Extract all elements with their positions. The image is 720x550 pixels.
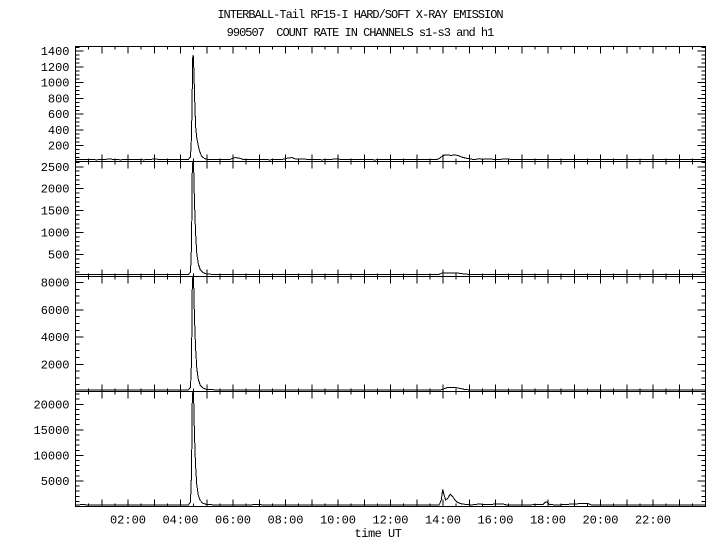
y-tick-label: 5000 — [41, 475, 70, 489]
y-tick-label: 2500 — [41, 161, 70, 175]
trace-s3 — [75, 276, 706, 391]
y-tick-label: 4000 — [41, 331, 70, 345]
x-tick-label: 06:00 — [215, 514, 251, 528]
y-tick-label: 2000 — [41, 183, 70, 197]
y-tick-label: 1500 — [41, 205, 70, 219]
panel-s2: 500 1000 1500 2000 2500 — [41, 161, 706, 277]
x-tick-label: 22:00 — [635, 514, 671, 528]
y-tick-label: 1000 — [41, 77, 70, 91]
y-tick-label: 6000 — [41, 304, 70, 318]
x-axis-label: time UT — [354, 527, 402, 541]
y-tick-label: 1000 — [41, 227, 70, 241]
y-tick-label: 500 — [48, 249, 70, 263]
x-tick-label: 04:00 — [162, 514, 198, 528]
y-tick-label: 1400 — [41, 45, 70, 59]
y-tick-label: 800 — [48, 92, 70, 106]
y-tick-label: 20000 — [33, 398, 69, 412]
panel-h1: 5000 10000 15000 20000 — [33, 391, 706, 507]
x-tick-label: 12:00 — [372, 514, 408, 528]
x-tick-label: 08:00 — [267, 514, 303, 528]
y-tick-label: 600 — [48, 108, 70, 122]
chart-subtitle: 990507 COUNT RATE IN CHANNELS s1-s3 and … — [226, 26, 495, 40]
y-tick-label: 15000 — [33, 424, 69, 438]
trace-s1 — [75, 55, 706, 161]
y-tick-label: 10000 — [33, 449, 69, 463]
x-tick-label: 02:00 — [110, 514, 146, 528]
x-axis-tick-labels: 02:00 04:00 06:00 08:00 10:00 12:00 14:00 16:00… — [110, 514, 671, 528]
y-tick-label: 400 — [48, 124, 70, 138]
x-tick-label: 16:00 — [477, 514, 513, 528]
x-tick-label: 10:00 — [320, 514, 356, 528]
x-tick-label: 14:00 — [425, 514, 461, 528]
y-tick-label: 2000 — [41, 358, 70, 372]
x-tick-label: 18:00 — [530, 514, 566, 528]
trace-h1 — [75, 391, 706, 506]
trace-s2 — [75, 161, 706, 276]
y-tick-label: 200 — [48, 140, 70, 154]
x-tick-label: 20:00 — [582, 514, 618, 528]
y-tick-label: 8000 — [41, 277, 70, 291]
y-tick-label: 1200 — [41, 61, 70, 75]
panel-s3: 2000 4000 6000 8000 — [41, 276, 706, 392]
chart-title: INTERBALL-Tail RF15-I HARD/SOFT X-RAY EM… — [217, 8, 503, 22]
